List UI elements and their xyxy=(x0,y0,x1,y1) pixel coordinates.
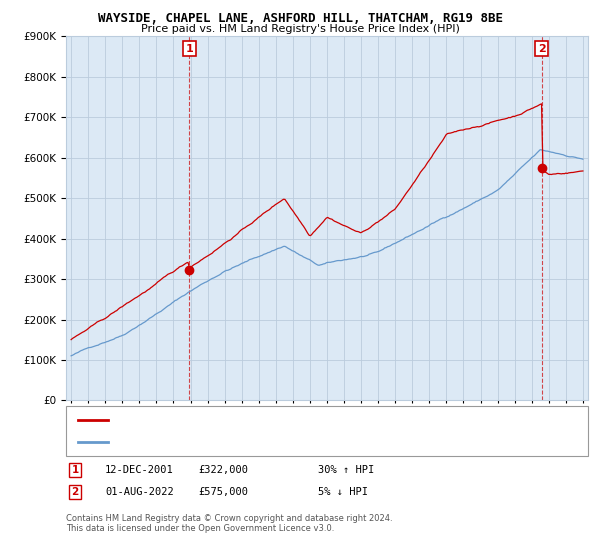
Text: 01-AUG-2022: 01-AUG-2022 xyxy=(105,487,174,497)
Text: Contains HM Land Registry data © Crown copyright and database right 2024.
This d: Contains HM Land Registry data © Crown c… xyxy=(66,514,392,534)
Text: 5% ↓ HPI: 5% ↓ HPI xyxy=(318,487,368,497)
Text: Price paid vs. HM Land Registry's House Price Index (HPI): Price paid vs. HM Land Registry's House … xyxy=(140,24,460,34)
Text: 1: 1 xyxy=(71,465,79,475)
Text: WAYSIDE, CHAPEL LANE, ASHFORD HILL, THATCHAM, RG19 8BE: WAYSIDE, CHAPEL LANE, ASHFORD HILL, THAT… xyxy=(97,12,503,25)
Text: 2: 2 xyxy=(71,487,79,497)
Text: £322,000: £322,000 xyxy=(198,465,248,475)
Text: 2: 2 xyxy=(538,44,545,54)
Text: £575,000: £575,000 xyxy=(198,487,248,497)
Text: WAYSIDE, CHAPEL LANE, ASHFORD HILL, THATCHAM, RG19 8BE (detached house): WAYSIDE, CHAPEL LANE, ASHFORD HILL, THAT… xyxy=(114,416,500,424)
Text: 30% ↑ HPI: 30% ↑ HPI xyxy=(318,465,374,475)
Text: HPI: Average price, detached house, Basingstoke and Deane: HPI: Average price, detached house, Basi… xyxy=(114,438,402,447)
Text: 1: 1 xyxy=(185,44,193,54)
Text: 12-DEC-2001: 12-DEC-2001 xyxy=(105,465,174,475)
